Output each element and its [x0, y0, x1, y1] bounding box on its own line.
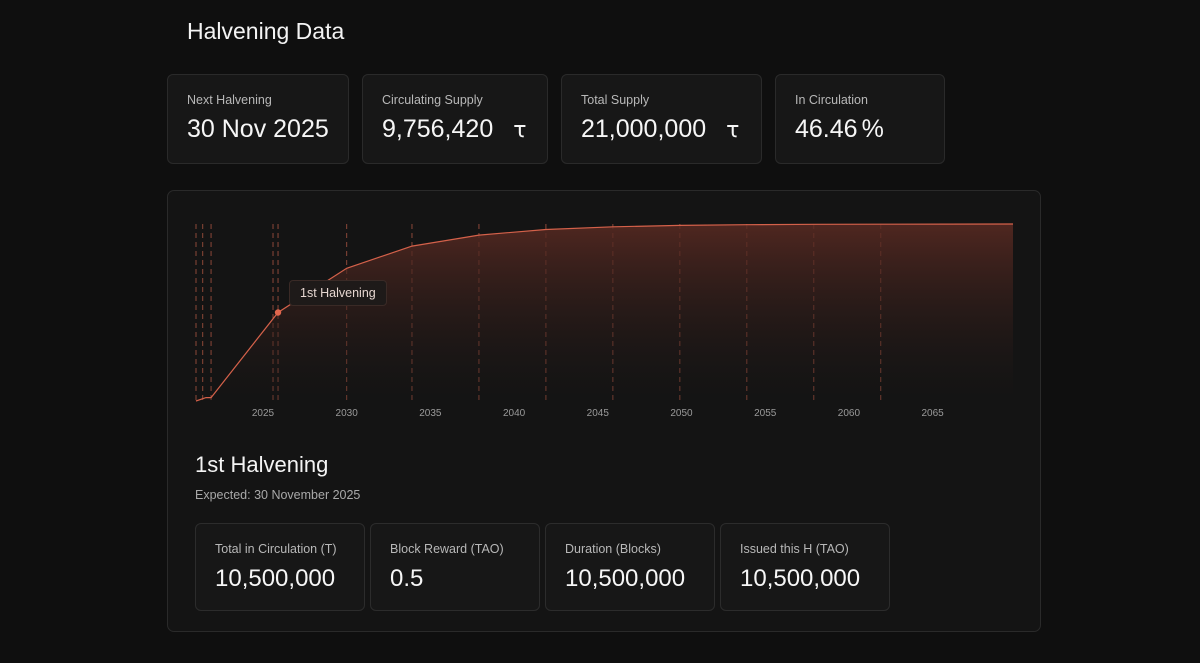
- detail-value: 0.5: [390, 565, 424, 592]
- x-tick-label: 2030: [336, 408, 359, 419]
- detail-label: Duration (Blocks): [565, 542, 661, 556]
- x-tick-label: 2040: [503, 408, 526, 419]
- stat-label: Total Supply: [581, 93, 650, 107]
- detail-label: Block Reward (TAO): [390, 542, 504, 556]
- detail-label: Total in Circulation (T): [215, 542, 337, 556]
- percent-unit: %: [861, 115, 884, 143]
- detail-value: 10,500,000: [740, 565, 861, 592]
- stat-label: In Circulation: [795, 93, 868, 107]
- next-halvening-value: 30 Nov 2025: [187, 115, 329, 143]
- stat-card-in-circulation: In Circulation 46.46%: [775, 74, 945, 164]
- stat-value: 30 Nov 2025: [187, 115, 330, 144]
- supply-area: [196, 224, 1013, 401]
- total-supply-value: 21,000,000: [581, 115, 707, 143]
- x-tick-label: 2065: [922, 408, 945, 419]
- chart-tooltip: 1st Halvening: [289, 280, 387, 306]
- stat-card-total-supply: Total Supply 21,000,000 τ: [561, 74, 762, 164]
- halvening-panel: 2025 2030 2035 2040 2045 2050 2055 2060 2065 1st…: [167, 190, 1041, 632]
- stat-label: Circulating Supply: [382, 93, 483, 107]
- x-tick-label: 2050: [670, 408, 693, 419]
- detail-label: Issued this H (TAO): [740, 542, 849, 556]
- halvening-title: 1st Halvening: [195, 452, 329, 477]
- halvening-expected-date: Expected: 30 November 2025: [195, 488, 361, 502]
- detail-value: 10,500,000: [215, 565, 336, 592]
- detail-card-block-reward: Block Reward (TAO) 0.5: [370, 523, 540, 611]
- tao-unit: τ: [513, 118, 527, 143]
- page-title: Halvening Data: [187, 18, 345, 44]
- stat-value: 21,000,000 τ: [581, 115, 743, 144]
- detail-card-duration: Duration (Blocks) 10,500,000: [545, 523, 715, 611]
- circulating-supply-value: 9,756,420: [382, 115, 494, 143]
- x-tick-label: 2055: [754, 408, 777, 419]
- detail-card-total-circulation: Total in Circulation (T) 10,500,000: [195, 523, 365, 611]
- detail-card-issued: Issued this H (TAO) 10,500,000: [720, 523, 890, 611]
- x-axis-ticks: 2025 2030 2035 2040 2045 2050 2055 2060 2065: [252, 408, 944, 419]
- x-tick-label: 2025: [252, 408, 275, 419]
- x-tick-label: 2060: [838, 408, 861, 419]
- stat-card-next-halvening: Next Halvening 30 Nov 2025: [167, 74, 349, 164]
- x-tick-label: 2035: [419, 408, 442, 419]
- in-circulation-value: 46.46: [795, 115, 858, 143]
- supply-line: [195, 223, 1014, 402]
- tao-unit: τ: [726, 118, 740, 143]
- x-tick-label: 2045: [587, 408, 610, 419]
- stat-label: Next Halvening: [187, 93, 272, 107]
- stat-card-circulating-supply: Circulating Supply 9,756,420 τ: [362, 74, 548, 164]
- halvening-marker[interactable]: [274, 309, 282, 316]
- supply-chart[interactable]: 2025 2030 2035 2040 2045 2050 2055 2060 2065: [168, 191, 1040, 431]
- stat-value: 9,756,420 τ: [382, 115, 529, 144]
- stat-value: 46.46%: [795, 115, 926, 144]
- detail-value: 10,500,000: [565, 565, 686, 592]
